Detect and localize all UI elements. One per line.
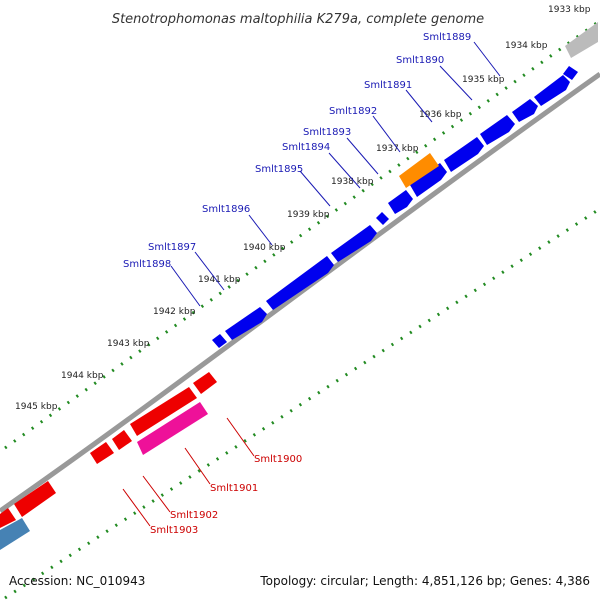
accession-label: Accession: NC_010943 — [9, 574, 146, 588]
grey-feature — [565, 22, 598, 58]
tick-1943: 1943 kbp — [107, 339, 150, 349]
forward-strand-genes — [212, 66, 578, 348]
gene-box-rev — [130, 387, 197, 436]
tick-1944: 1944 kbp — [61, 371, 104, 381]
tick-1934: 1934 kbp — [505, 41, 548, 51]
gene-box-fwd — [480, 115, 515, 145]
outer-dotted-track — [4, 20, 599, 450]
pink-feature — [137, 402, 208, 455]
reverse-leader-lines — [122, 417, 255, 527]
gene-label-smlt1891[interactable]: Smlt1891 — [364, 80, 412, 91]
tick-1945: 1945 kbp — [15, 402, 58, 412]
gene-label-smlt1900[interactable]: Smlt1900 — [254, 454, 302, 465]
tick-1942: 1942 kbp — [153, 307, 196, 317]
tick-1939: 1939 kbp — [287, 210, 330, 220]
gene-label-smlt1889[interactable]: Smlt1889 — [423, 32, 471, 43]
gene-box-rev — [193, 372, 217, 394]
inner-dotted-track — [4, 208, 599, 600]
steel-feature — [0, 518, 30, 550]
genome-summary: Topology: circular; Length: 4,851,126 bp… — [260, 574, 590, 588]
gene-box-fwd — [331, 225, 377, 262]
gene-box-fwd — [266, 256, 334, 310]
gene-box-fwd — [410, 163, 447, 197]
gene-box-fwd — [563, 66, 578, 80]
gene-box-fwd — [225, 307, 267, 340]
gene-label-smlt1890[interactable]: Smlt1890 — [396, 55, 444, 66]
gene-box-rev — [112, 430, 132, 450]
rna-feature — [399, 153, 439, 188]
gene-label-smlt1902[interactable]: Smlt1902 — [170, 510, 218, 521]
tick-1940: 1940 kbp — [243, 243, 286, 253]
gene-label-smlt1896[interactable]: Smlt1896 — [202, 204, 250, 215]
gene-label-smlt1894[interactable]: Smlt1894 — [282, 142, 330, 153]
gene-box-rev — [90, 442, 114, 464]
forward-leader-lines — [170, 41, 501, 307]
gene-box-fwd — [388, 190, 413, 214]
gene-box-fwd — [534, 75, 570, 106]
gene-label-smlt1893[interactable]: Smlt1893 — [303, 127, 351, 138]
gene-box-rev — [14, 481, 56, 517]
tick-1935: 1935 kbp — [462, 75, 505, 85]
gene-box-fwd — [212, 334, 227, 348]
gene-label-smlt1903[interactable]: Smlt1903 — [150, 525, 198, 536]
genome-backbone — [0, 71, 600, 514]
gene-box-fwd — [376, 212, 389, 225]
gene-box-fwd — [444, 137, 484, 172]
gene-label-smlt1901[interactable]: Smlt1901 — [210, 483, 258, 494]
gene-box-fwd — [512, 99, 538, 122]
gene-label-smlt1897[interactable]: Smlt1897 — [148, 242, 196, 253]
gene-label-smlt1895[interactable]: Smlt1895 — [255, 164, 303, 175]
gene-label-smlt1898[interactable]: Smlt1898 — [123, 259, 171, 270]
gene-label-smlt1892[interactable]: Smlt1892 — [329, 106, 377, 117]
tick-1941: 1941 kbp — [198, 275, 241, 285]
tick-1933: 1933 kbp — [548, 5, 591, 15]
gene-box-rev — [0, 508, 16, 528]
tick-1936: 1936 kbp — [419, 110, 462, 120]
map-title: Stenotrophomonas maltophilia K279a, comp… — [112, 12, 484, 27]
reverse-strand-genes — [0, 372, 217, 528]
tick-1938: 1938 kbp — [331, 177, 374, 187]
